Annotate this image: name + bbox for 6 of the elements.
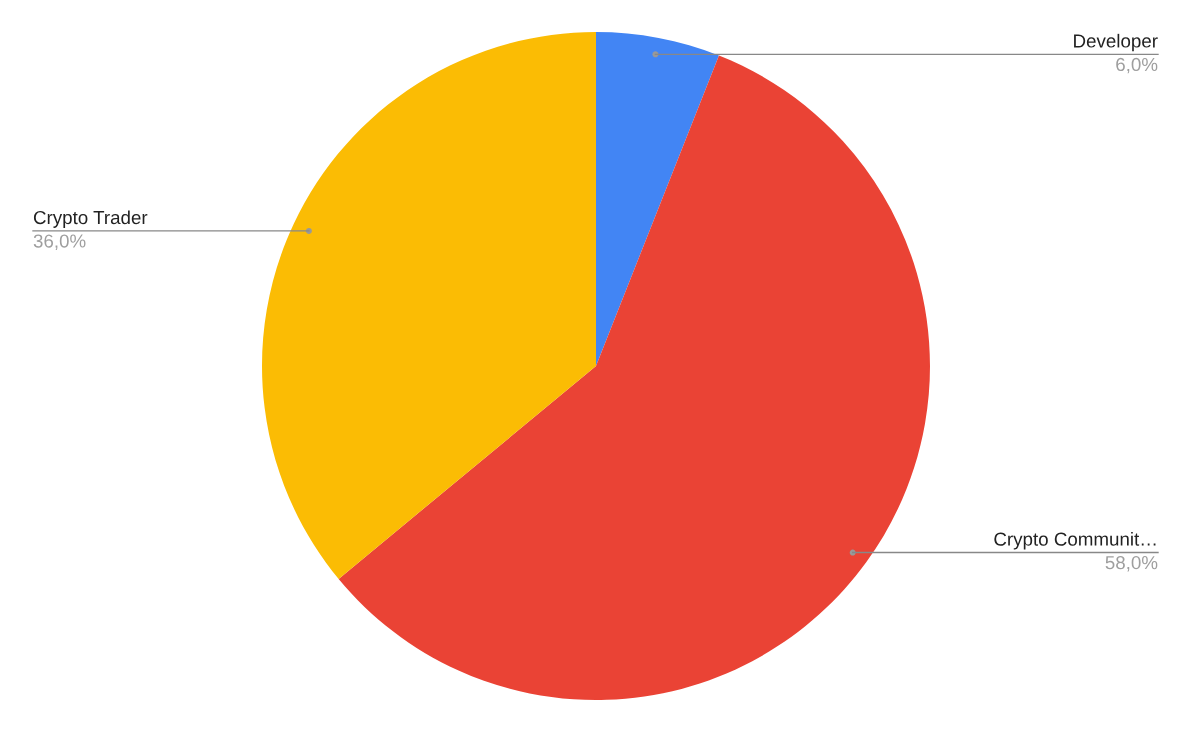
data-label: 6,0% [1116,57,1158,74]
slice-label: Crypto Communit… [994,532,1156,550]
data-label: 58,0% [1105,556,1158,572]
slice-label: Crypto Trader [33,210,148,228]
slice-label: Developer [1074,33,1158,52]
data-label: 36,0% [33,234,86,250]
